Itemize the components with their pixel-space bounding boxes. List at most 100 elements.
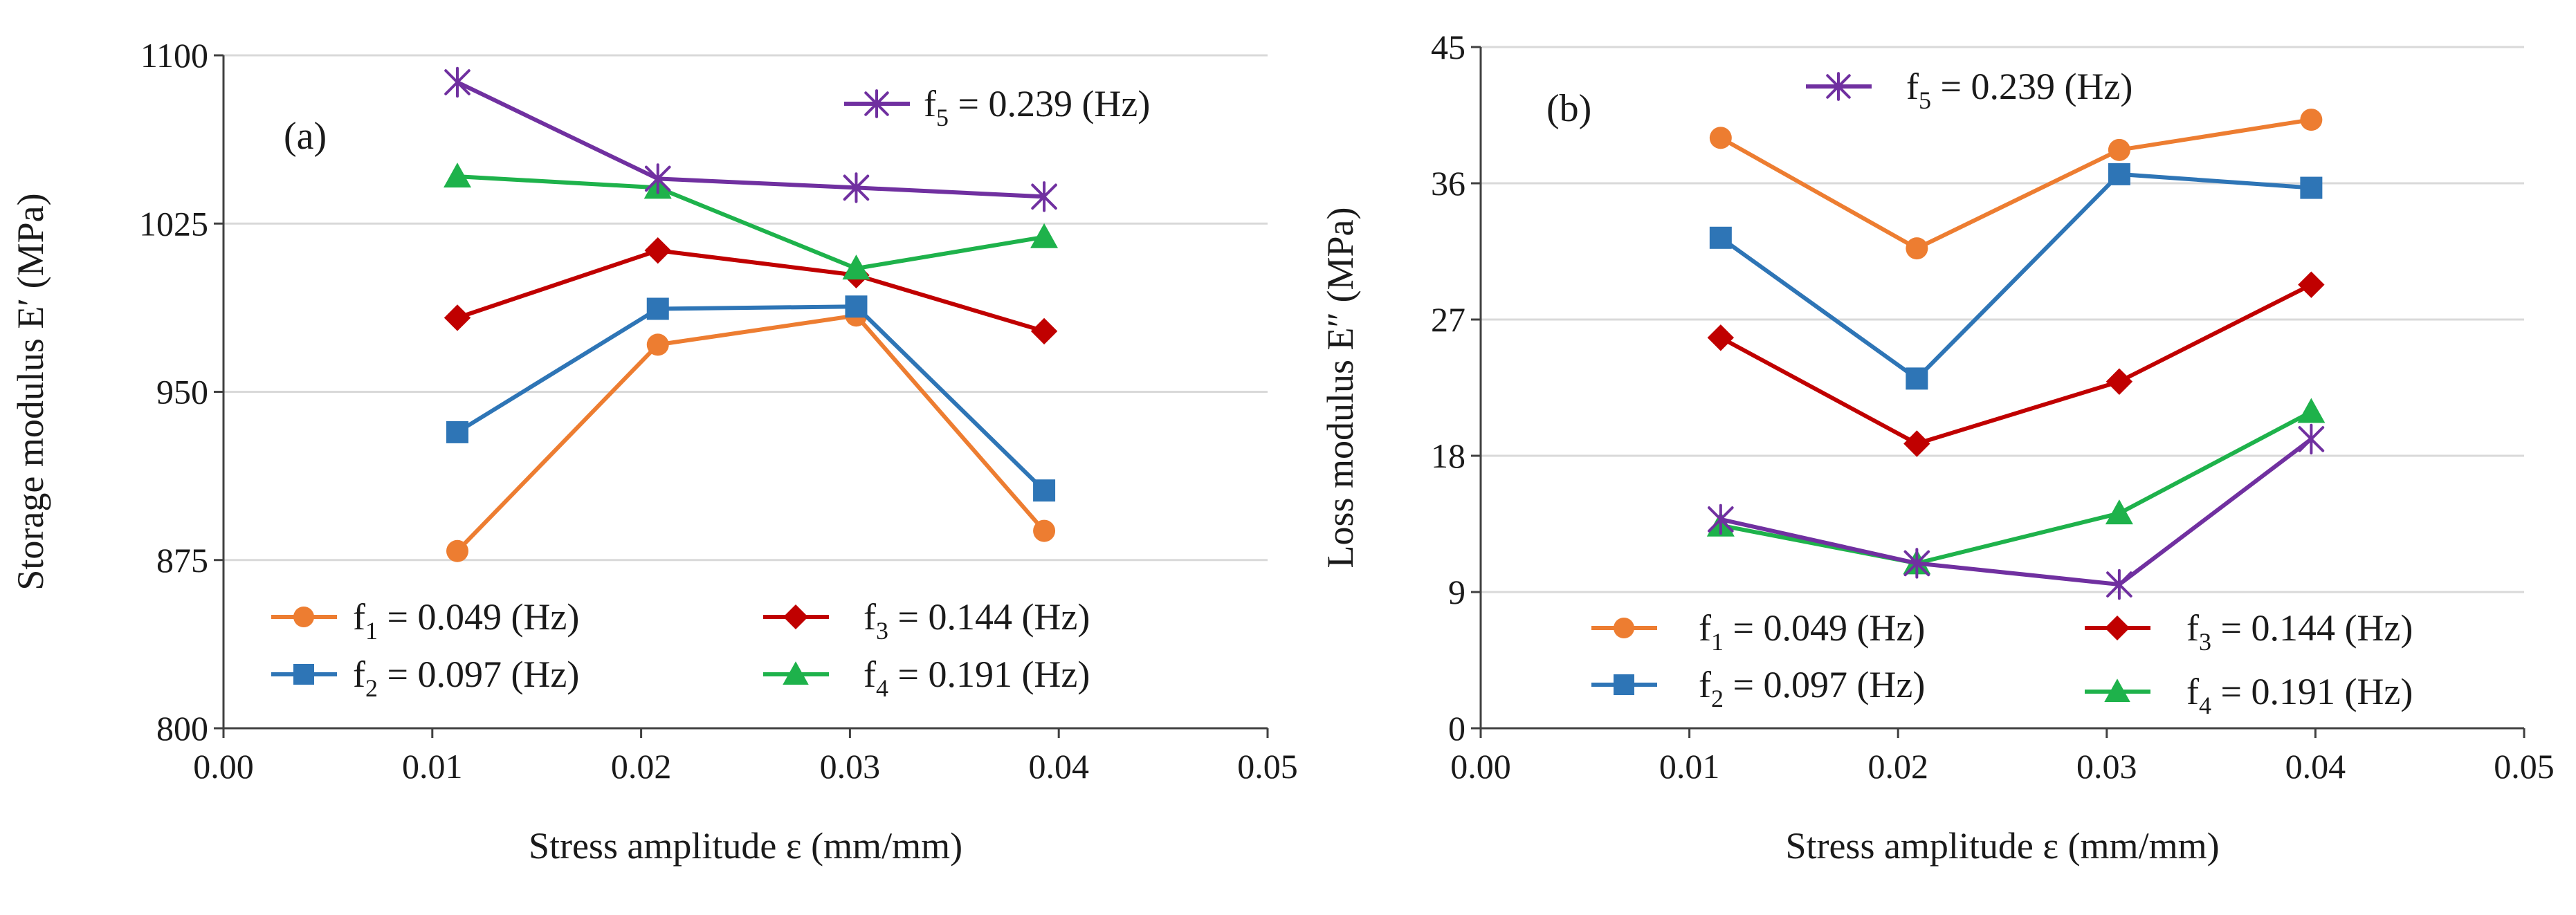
marker-circle: [293, 607, 314, 627]
legend-subscript: 2: [1711, 685, 1724, 712]
legend-value: = 0.191 (Hz): [2211, 671, 2413, 712]
legend-symbol: f: [2186, 671, 2199, 712]
y-tick-label: 1100: [140, 36, 208, 75]
marker-square: [2108, 163, 2130, 185]
marker-diamond: [1903, 430, 1930, 457]
y-tick-label: 950: [156, 373, 208, 412]
y-axis-title: Storage modulus E′ (MPa): [10, 193, 51, 590]
series-line: [1719, 282, 2312, 446]
y-tick-label: 27: [1431, 300, 1465, 339]
legend-label: f2 = 0.097 (Hz): [353, 654, 579, 702]
marker-triangle: [1030, 223, 1059, 248]
x-tick-label: 0.00: [1450, 747, 1511, 786]
y-tick-label: 9: [1448, 573, 1465, 611]
legend: f5 = 0.239 (Hz)f1 = 0.049 (Hz)f2 = 0.097…: [271, 83, 1150, 702]
series-line: [455, 313, 1046, 553]
series-f5: [1708, 423, 2325, 600]
legend-subscript: 3: [2199, 628, 2211, 656]
marker-diamond: [1030, 317, 1058, 345]
legend-subscript: 3: [876, 617, 888, 645]
legend-value: = 0.191 (Hz): [888, 654, 1090, 695]
legend-value: = 0.049 (Hz): [378, 596, 579, 638]
x-tick-label: 0.04: [1028, 747, 1089, 786]
x-tick-label: 0.05: [1237, 747, 1298, 786]
legend-symbol: f: [353, 596, 365, 638]
y-tick-label: 0: [1448, 709, 1465, 748]
x-tick-label: 0.04: [2285, 747, 2346, 786]
legend-label: f4 = 0.191 (Hz): [864, 654, 1090, 702]
legend-symbol: f: [2186, 607, 2199, 649]
legend-subscript: 4: [876, 674, 888, 702]
series-line: [1719, 118, 2312, 251]
x-tick-label: 0.03: [820, 747, 881, 786]
legend-subscript: 2: [365, 674, 378, 702]
marker-square: [1906, 367, 1928, 390]
legend-value: = 0.144 (Hz): [2211, 607, 2413, 649]
x-axis-title: Stress amplitude ε (mm/mm): [529, 825, 962, 867]
x-tick-label: 0.03: [2076, 747, 2137, 786]
legend-label: f4 = 0.191 (Hz): [2186, 671, 2413, 719]
legend-label: f5 = 0.239 (Hz): [924, 83, 1150, 131]
legend-symbol: f: [1906, 66, 1919, 107]
marker-square: [2300, 176, 2323, 199]
x-tick-label: 0.01: [402, 747, 463, 786]
panel-label: (a): [284, 115, 327, 158]
series-f2: [1709, 163, 2323, 390]
panel-label: (b): [1546, 87, 1591, 130]
series-line: [456, 304, 1046, 492]
marker-triangle: [2297, 398, 2326, 423]
legend-label: f5 = 0.239 (Hz): [1906, 66, 2132, 114]
marker-triangle: [444, 163, 472, 188]
legend-value: = 0.239 (Hz): [1931, 66, 2132, 107]
marker-diamond: [444, 304, 471, 331]
series-f5: [444, 66, 1057, 212]
x-tick-label: 0.02: [1867, 747, 1928, 786]
marker-triangle: [2104, 678, 2130, 702]
legend-label: f2 = 0.097 (Hz): [1699, 664, 1925, 712]
legend-symbol: f: [1699, 664, 1711, 705]
marker-circle: [446, 539, 469, 562]
legend: f5 = 0.239 (Hz)f1 = 0.049 (Hz)f2 = 0.097…: [1591, 66, 2413, 719]
series-f3: [1707, 271, 2325, 457]
marker-square: [446, 420, 469, 443]
legend-value: = 0.049 (Hz): [1724, 607, 1925, 649]
x-tick-label: 0.00: [193, 747, 254, 786]
series-line: [1720, 437, 2313, 587]
marker-diamond: [2105, 616, 2130, 640]
y-tick-label: 875: [156, 541, 208, 580]
marker-square: [1033, 479, 1056, 502]
legend-label: f1 = 0.049 (Hz): [353, 596, 579, 645]
legend-label: f1 = 0.049 (Hz): [1699, 607, 1925, 656]
marker-circle: [2108, 138, 2130, 161]
marker-triangle: [842, 255, 870, 280]
legend-label: f3 = 0.144 (Hz): [864, 596, 1090, 645]
series-line: [1720, 409, 2312, 566]
legend-label: f3 = 0.144 (Hz): [2186, 607, 2413, 656]
marker-square: [646, 297, 669, 320]
marker-diamond: [2105, 368, 2133, 395]
legend-subscript: 4: [2199, 692, 2211, 719]
series-line: [457, 174, 1045, 271]
series-f2: [446, 295, 1056, 502]
marker-square: [1709, 226, 1732, 249]
marker-circle: [1033, 519, 1056, 542]
marker-square: [1614, 674, 1634, 695]
series-line: [457, 248, 1045, 333]
series-line: [456, 80, 1045, 199]
marker-diamond: [2298, 271, 2325, 298]
legend-symbol: f: [353, 654, 365, 695]
legend-value: = 0.097 (Hz): [378, 654, 579, 695]
marker-circle: [1614, 618, 1634, 638]
x-tick-label: 0.05: [2494, 747, 2555, 786]
legend-subscript: 5: [1919, 86, 1931, 114]
legend-subscript: 5: [936, 104, 949, 131]
marker-triangle: [2105, 499, 2133, 525]
marker-diamond: [783, 604, 808, 629]
marker-circle: [2300, 109, 2323, 131]
marker-triangle: [783, 661, 809, 685]
legend-value: = 0.239 (Hz): [949, 83, 1150, 124]
x-tick-label: 0.01: [1659, 747, 1720, 786]
